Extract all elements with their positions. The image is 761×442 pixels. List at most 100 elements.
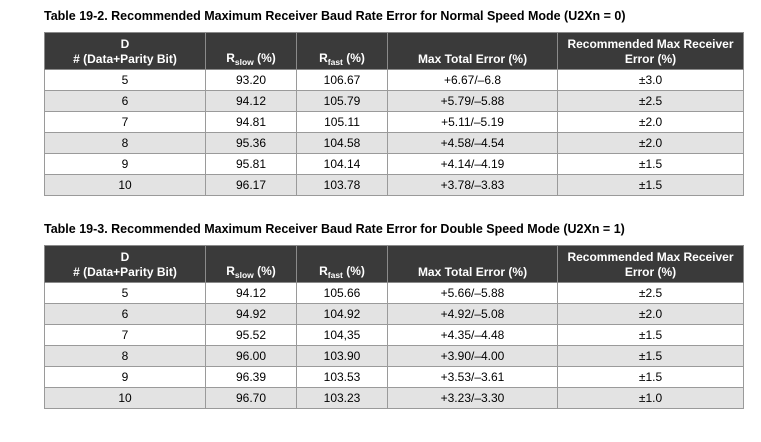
col-header-rfast: Rfast (%): [296, 245, 388, 283]
table-row: 8 95.36 104.58 +4.58/–4.54 ±2.0: [44, 132, 744, 154]
cell-d: 8: [44, 132, 206, 154]
header-rec-line1: Recommended Max Receiver: [567, 37, 734, 51]
cell-max-total-error: +3.90/–4.00: [387, 345, 558, 367]
rslow-main: R: [226, 51, 235, 65]
cell-rfast: 104.92: [296, 303, 388, 325]
cell-rfast: 105.11: [296, 111, 388, 133]
col-header-recommended-max: Recommended Max Receiver Error (%): [557, 32, 744, 70]
cell-max-total-error: +5.11/–5.19: [387, 111, 558, 133]
cell-max-total-error: +5.79/–5.88: [387, 90, 558, 112]
header-d-line1: D: [120, 250, 130, 264]
col-header-rfast: Rfast (%): [296, 32, 388, 70]
cell-rslow: 94.92: [205, 303, 297, 325]
cell-rfast: 105.79: [296, 90, 388, 112]
cell-rslow: 95.52: [205, 324, 297, 346]
cell-recommended-error: ±1.0: [557, 387, 744, 409]
cell-rfast: 106.67: [296, 69, 388, 91]
header-d-line1: D: [120, 37, 130, 51]
cell-d: 10: [44, 387, 206, 409]
rfast-main: R: [319, 51, 328, 65]
rfast-sub: fast: [327, 270, 343, 280]
cell-d: 8: [44, 345, 206, 367]
header-rec-line2: Error (%): [624, 265, 677, 279]
cell-recommended-error: ±1.5: [557, 345, 744, 367]
cell-rslow: 95.36: [205, 132, 297, 154]
cell-d: 9: [44, 153, 206, 175]
col-header-max-total-error: Max Total Error (%): [387, 245, 558, 283]
table-row: 9 96.39 103.53 +3.53/–3.61 ±1.5: [44, 366, 744, 388]
col-header-rslow: Rslow (%): [205, 32, 297, 70]
cell-rslow: 94.12: [205, 90, 297, 112]
rfast-main: R: [319, 264, 328, 278]
cell-rslow: 96.17: [205, 174, 297, 196]
cell-recommended-error: ±1.5: [557, 153, 744, 175]
cell-rfast: 105.66: [296, 282, 388, 304]
cell-rfast: 103.53: [296, 366, 388, 388]
cell-recommended-error: ±2.0: [557, 111, 744, 133]
table-row: 6 94.92 104.92 +4.92/–5.08 ±2.0: [44, 303, 744, 325]
rfast-unit: (%): [342, 264, 365, 278]
cell-max-total-error: +5.66/–5.88: [387, 282, 558, 304]
cell-max-total-error: +3.23/–3.30: [387, 387, 558, 409]
cell-recommended-error: ±2.5: [557, 282, 744, 304]
cell-rfast: 103.90: [296, 345, 388, 367]
cell-rfast: 104.14: [296, 153, 388, 175]
table-19-2: D # (Data+Parity Bit) Rslow (%) Rfast (%)…: [44, 32, 744, 196]
rfast-sub: fast: [327, 57, 343, 67]
col-header-d: D # (Data+Parity Bit): [44, 32, 206, 70]
table-row: 7 95.52 104,35 +4.35/–4.48 ±1.5: [44, 324, 744, 346]
header-d-line2: # (Data+Parity Bit): [73, 52, 177, 66]
cell-d: 6: [44, 303, 206, 325]
cell-recommended-error: ±1.5: [557, 324, 744, 346]
table-row: 10 96.70 103.23 +3.23/–3.30 ±1.0: [44, 387, 744, 409]
cell-d: 10: [44, 174, 206, 196]
table-row: 8 96.00 103.90 +3.90/–4.00 ±1.5: [44, 345, 744, 367]
table-row: 5 94.12 105.66 +5.66/–5.88 ±2.5: [44, 282, 744, 304]
cell-rslow: 96.39: [205, 366, 297, 388]
col-header-rslow: Rslow (%): [205, 245, 297, 283]
cell-d: 5: [44, 69, 206, 91]
cell-recommended-error: ±2.0: [557, 303, 744, 325]
cell-max-total-error: +6.67/–6.8: [387, 69, 558, 91]
header-rec-line1: Recommended Max Receiver: [567, 250, 734, 264]
cell-rfast: 104,35: [296, 324, 388, 346]
rslow-unit: (%): [253, 51, 276, 65]
cell-rslow: 96.70: [205, 387, 297, 409]
cell-recommended-error: ±1.5: [557, 174, 744, 196]
cell-max-total-error: +3.78/–3.83: [387, 174, 558, 196]
col-header-recommended-max: Recommended Max Receiver Error (%): [557, 245, 744, 283]
table-row: 10 96.17 103.78 +3.78/–3.83 ±1.5: [44, 174, 744, 196]
cell-d: 5: [44, 282, 206, 304]
rslow-sub: slow: [234, 57, 254, 67]
table-row: 6 94.12 105.79 +5.79/–5.88 ±2.5: [44, 90, 744, 112]
header-row: D # (Data+Parity Bit) Rslow (%) Rfast (%)…: [44, 32, 744, 70]
cell-rslow: 94.12: [205, 282, 297, 304]
table-row: 9 95.81 104.14 +4.14/–4.19 ±1.5: [44, 153, 744, 175]
cell-rfast: 104.58: [296, 132, 388, 154]
cell-rslow: 95.81: [205, 153, 297, 175]
header-d-line2: # (Data+Parity Bit): [73, 265, 177, 279]
table-19-2-caption: Table 19-2. Recommended Maximum Receiver…: [44, 9, 626, 23]
rfast-unit: (%): [342, 51, 365, 65]
cell-max-total-error: +3.53/–3.61: [387, 366, 558, 388]
cell-recommended-error: ±2.0: [557, 132, 744, 154]
cell-max-total-error: +4.58/–4.54: [387, 132, 558, 154]
cell-recommended-error: ±3.0: [557, 69, 744, 91]
cell-rfast: 103.23: [296, 387, 388, 409]
cell-max-total-error: +4.92/–5.08: [387, 303, 558, 325]
cell-rslow: 93.20: [205, 69, 297, 91]
table-19-3-caption: Table 19-3. Recommended Maximum Receiver…: [44, 222, 625, 236]
cell-recommended-error: ±2.5: [557, 90, 744, 112]
header-row: D # (Data+Parity Bit) Rslow (%) Rfast (%)…: [44, 245, 744, 283]
rslow-unit: (%): [253, 264, 276, 278]
table-19-3: D # (Data+Parity Bit) Rslow (%) Rfast (%)…: [44, 245, 744, 409]
cell-rslow: 96.00: [205, 345, 297, 367]
col-header-max-total-error: Max Total Error (%): [387, 32, 558, 70]
rslow-sub: slow: [234, 270, 254, 280]
cell-max-total-error: +4.35/–4.48: [387, 324, 558, 346]
table-row: 5 93.20 106.67 +6.67/–6.8 ±3.0: [44, 69, 744, 91]
table-row: 7 94.81 105.11 +5.11/–5.19 ±2.0: [44, 111, 744, 133]
rslow-main: R: [226, 264, 235, 278]
cell-d: 7: [44, 324, 206, 346]
cell-rfast: 103.78: [296, 174, 388, 196]
